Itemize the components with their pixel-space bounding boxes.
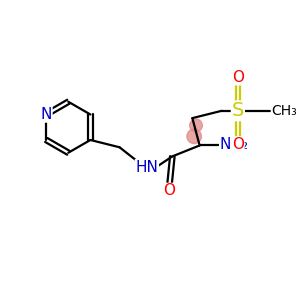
Text: CH₃: CH₃ (272, 104, 297, 118)
Text: N: N (40, 107, 52, 122)
Text: S: S (232, 101, 244, 120)
Circle shape (187, 129, 202, 144)
Circle shape (190, 119, 202, 132)
Text: HN: HN (135, 160, 158, 175)
Text: O: O (232, 137, 244, 152)
Text: O: O (164, 184, 175, 199)
Text: NH₂: NH₂ (220, 137, 249, 152)
Text: O: O (232, 70, 244, 85)
